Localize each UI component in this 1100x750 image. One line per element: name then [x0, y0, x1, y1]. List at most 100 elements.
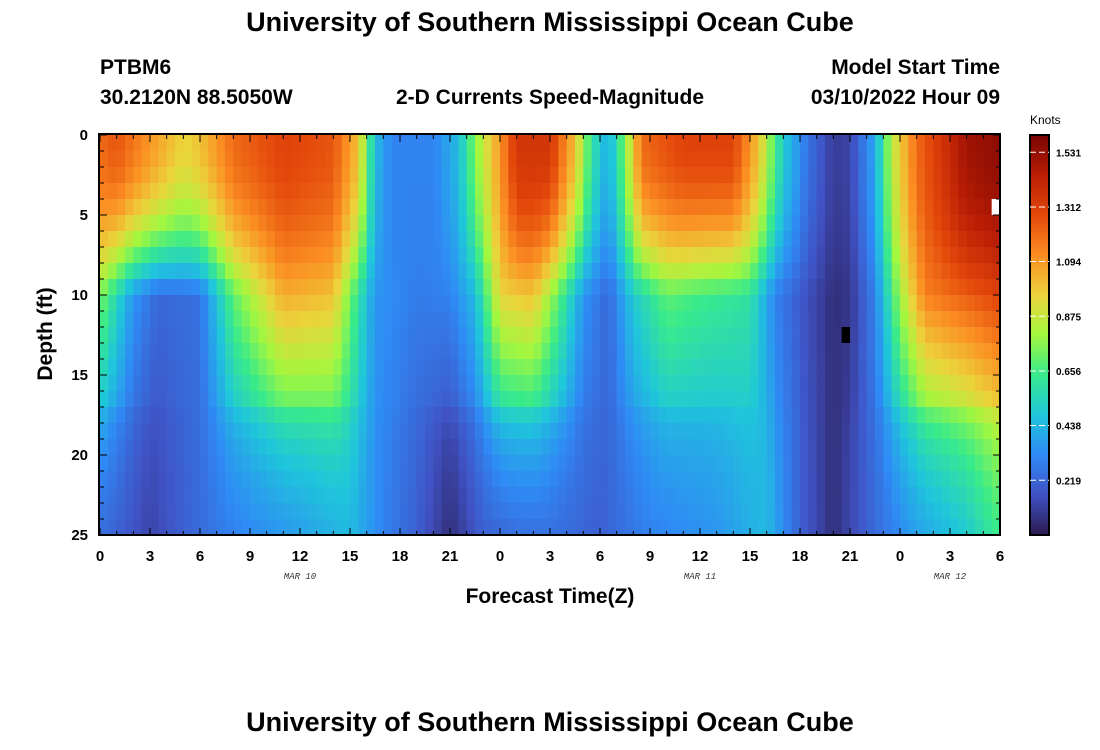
heat-cell	[325, 199, 334, 216]
heat-cell	[183, 423, 193, 440]
heat-cell	[316, 263, 326, 280]
heat-cell	[275, 391, 284, 408]
heat-cell	[175, 359, 184, 376]
heat-cell	[225, 503, 234, 520]
heat-cell	[433, 167, 443, 184]
heat-cell	[241, 407, 251, 424]
heat-cell	[858, 183, 868, 200]
heat-cell	[108, 343, 118, 360]
heat-cell	[525, 359, 534, 376]
heat-cell	[825, 183, 834, 200]
heat-cell	[733, 487, 743, 504]
heat-cell	[458, 247, 468, 264]
heat-cell	[241, 375, 251, 392]
heat-cell	[516, 423, 526, 440]
heat-cell	[883, 503, 893, 520]
heat-cell	[291, 151, 301, 168]
heat-cell	[275, 375, 284, 392]
heat-cell	[608, 471, 618, 488]
heat-cell	[550, 215, 559, 232]
heat-cell	[358, 135, 368, 152]
heat-cell	[550, 263, 559, 280]
heat-cell	[775, 231, 784, 248]
heat-cell	[575, 407, 584, 424]
heat-cell	[316, 519, 326, 536]
heat-cell	[250, 215, 259, 232]
heat-cell	[758, 151, 768, 168]
heat-cell	[441, 487, 451, 504]
heat-cell	[516, 151, 526, 168]
heat-cell	[166, 471, 176, 488]
heat-cell	[408, 199, 418, 216]
heat-cell	[775, 455, 784, 472]
heat-cell	[475, 391, 484, 408]
heat-cell	[450, 343, 459, 360]
heat-cell	[483, 455, 493, 472]
heat-cell	[883, 359, 893, 376]
heat-cell	[308, 311, 318, 328]
heat-cell	[216, 199, 226, 216]
heat-cell	[516, 167, 526, 184]
heat-cell	[716, 263, 726, 280]
heat-cell	[133, 295, 143, 312]
heat-cell	[708, 327, 718, 344]
heat-cell	[858, 199, 868, 216]
heat-cell	[183, 407, 193, 424]
heat-cell	[566, 263, 576, 280]
heat-cell	[391, 231, 401, 248]
heat-cell	[583, 167, 593, 184]
heat-cell	[266, 199, 276, 216]
heat-cell	[516, 407, 526, 424]
heat-cell	[216, 311, 226, 328]
heat-cell	[291, 167, 301, 184]
heat-cell	[258, 439, 268, 456]
heat-cell	[925, 407, 934, 424]
heat-cell	[975, 167, 984, 184]
heat-cell	[466, 199, 476, 216]
heat-cell	[566, 215, 576, 232]
heat-cell	[666, 487, 676, 504]
heat-cell	[416, 151, 426, 168]
heat-cell	[283, 359, 293, 376]
heat-cell	[900, 359, 909, 376]
heat-cell	[191, 407, 201, 424]
x-tick-label: 21	[842, 548, 859, 565]
heat-cell	[200, 247, 209, 264]
heat-cell	[700, 311, 709, 328]
heat-cell	[275, 199, 284, 216]
heat-cell	[733, 343, 743, 360]
heat-cell	[950, 407, 959, 424]
heat-cell	[900, 407, 909, 424]
heat-cell	[708, 391, 718, 408]
heat-cell	[141, 231, 151, 248]
heat-cell	[808, 359, 818, 376]
heat-cell	[366, 503, 376, 520]
heat-cell	[458, 263, 468, 280]
heat-cell	[141, 375, 151, 392]
heat-cell	[508, 327, 518, 344]
heat-cell	[650, 135, 659, 152]
heat-cell	[741, 167, 751, 184]
heat-cell	[916, 503, 926, 520]
heat-cell	[783, 295, 793, 312]
heat-cell	[658, 215, 668, 232]
heat-cell	[875, 231, 884, 248]
heat-cell	[291, 503, 301, 520]
heat-cell	[341, 327, 351, 344]
date-label: MAR 12	[934, 572, 967, 582]
heat-cell	[241, 391, 251, 408]
heat-cell	[633, 279, 643, 296]
heat-cell	[266, 439, 276, 456]
heat-cell	[591, 231, 601, 248]
heat-cell	[583, 439, 593, 456]
heat-cell	[816, 423, 826, 440]
heat-cell	[325, 343, 334, 360]
heat-cell	[950, 199, 959, 216]
heat-cell	[575, 295, 584, 312]
heat-cell	[591, 295, 601, 312]
heat-cell	[675, 407, 684, 424]
heat-cell	[175, 279, 184, 296]
heat-cell	[558, 375, 568, 392]
heat-cell	[108, 215, 118, 232]
heat-cell	[166, 167, 176, 184]
